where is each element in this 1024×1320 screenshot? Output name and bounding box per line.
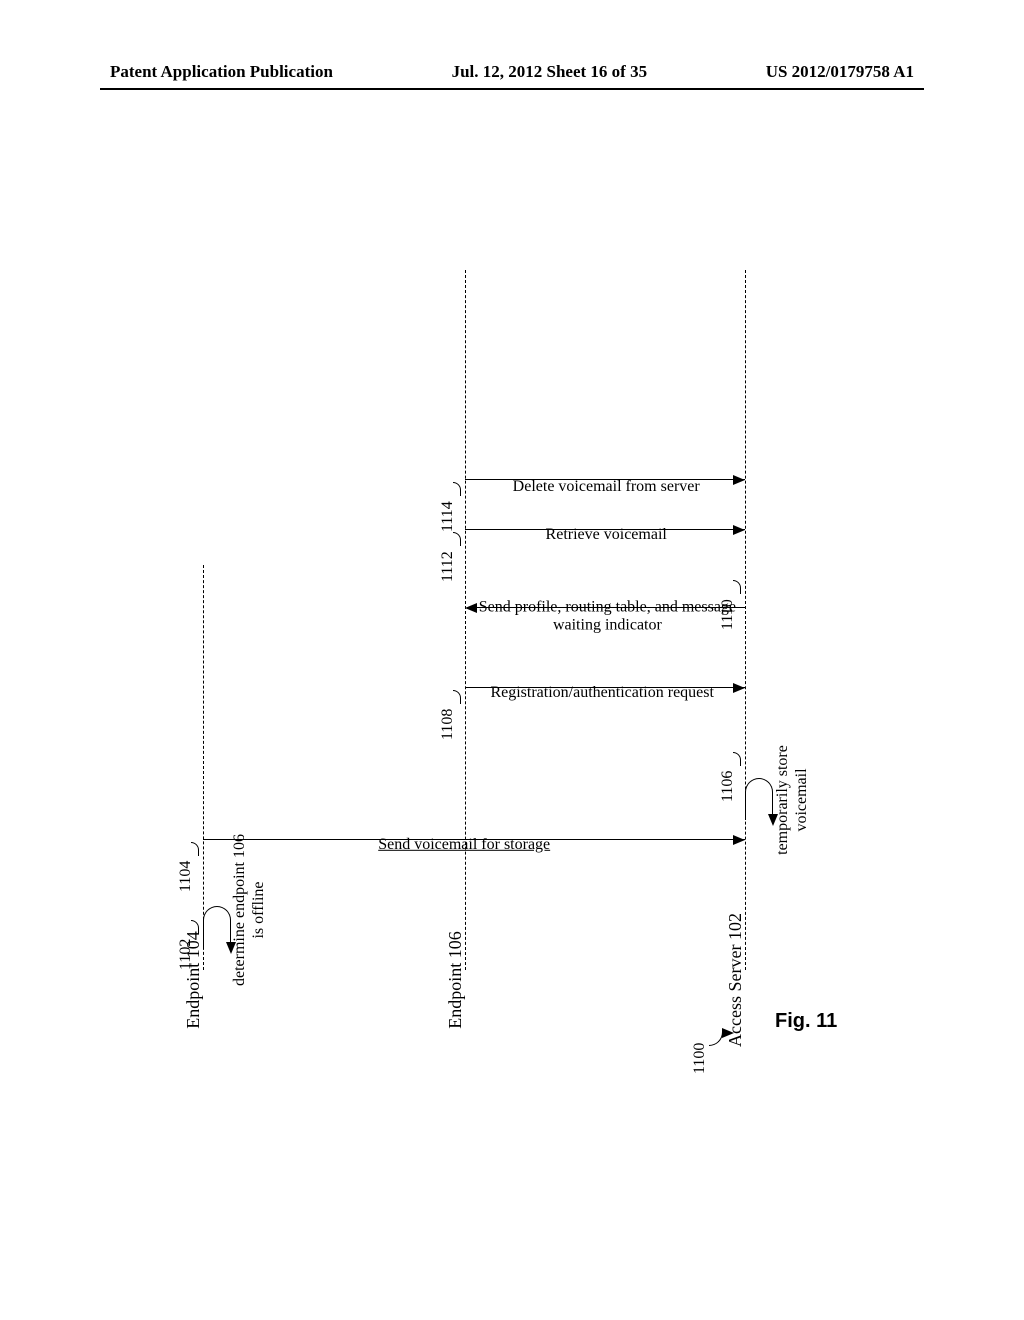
figure-ref: 1100	[691, 1043, 709, 1074]
ref-tick-1108	[453, 690, 461, 704]
ref-1114: 1114	[439, 501, 457, 532]
label-1108: Registration/authentication request	[467, 684, 737, 702]
arrow-1110	[465, 603, 477, 613]
ref-1108: 1108	[439, 709, 457, 740]
figure-ref-arrow-icon	[722, 1028, 734, 1038]
page-header: Patent Application Publication Jul. 12, …	[0, 62, 1024, 82]
label-1112: Retrieve voicemail	[531, 526, 681, 544]
lifeline-endpoint104	[203, 565, 204, 970]
ref-tick-1112	[453, 532, 461, 546]
arrow-1114	[733, 475, 745, 485]
header-left: Patent Application Publication	[110, 62, 333, 82]
lifeline-endpoint106	[465, 270, 466, 970]
label-1110: Send profile, routing table, and message…	[477, 599, 737, 636]
ref-tick-1104	[191, 842, 199, 856]
ref-tick-1114	[453, 482, 461, 496]
header-center: Jul. 12, 2012 Sheet 16 of 35	[452, 62, 648, 82]
label-1106: temporarily store voicemail	[773, 730, 811, 870]
ref-1112: 1112	[439, 551, 457, 582]
header-divider	[100, 88, 924, 90]
ref-1102: 1102	[177, 939, 195, 970]
label-1104: Send voicemail for storage	[359, 836, 569, 854]
arrow-1104	[733, 835, 745, 845]
label-1102: determine endpoint 106 is offline	[230, 830, 268, 990]
label-1114: Delete voicemail from server	[496, 478, 716, 496]
sequence-diagram: Endpoint 104 Endpoint 106 Access Server …	[115, 180, 835, 1010]
ref-tick-1106	[733, 752, 741, 766]
figure-caption: Fig. 11	[775, 1010, 837, 1033]
lifeline-label-endpoint106: Endpoint 106	[445, 920, 466, 1040]
header-right: US 2012/0179758 A1	[766, 62, 914, 82]
arrow-1112	[733, 525, 745, 535]
ref-1104: 1104	[177, 861, 195, 892]
ref-1106: 1106	[719, 771, 737, 802]
diagram-content: Endpoint 104 Endpoint 106 Access Server …	[115, 180, 835, 1010]
figure-ref-tick	[709, 1030, 723, 1046]
ref-tick-1110	[733, 580, 741, 594]
lifeline-access-server	[745, 270, 746, 970]
